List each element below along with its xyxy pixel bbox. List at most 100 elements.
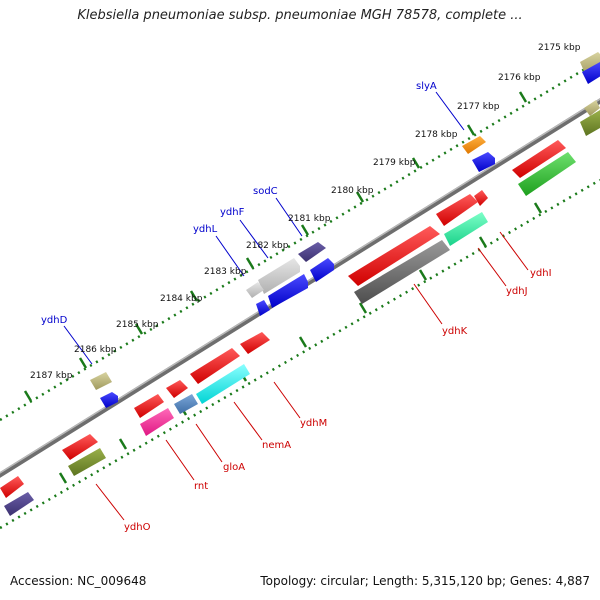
gene-feature[interactable] [348,226,440,286]
gene-label-rnt[interactable]: rnt [194,481,208,492]
tick-label: 2178 kbp [415,130,458,140]
gene-feature[interactable] [472,152,495,172]
gene-feature[interactable] [580,110,600,136]
outer-gene-labels: slyA sodC ydhF ydhL ydhD [41,81,437,326]
tick-label: 2181 kbp [288,214,331,224]
tick-mark [78,357,88,369]
tick-label: 2185 kbp [116,320,159,330]
outer-scale-track [0,58,600,422]
tick-mark [418,269,428,281]
gene-feature[interactable] [240,332,270,354]
gene-feature[interactable] [582,62,600,84]
gene-feature[interactable] [256,300,270,316]
tick-label: 2176 kbp [498,73,541,83]
gene-feature[interactable] [462,136,486,154]
outer-features [90,52,600,408]
leader-line [435,91,465,131]
gene-feature[interactable] [512,140,566,178]
tick-mark [58,472,68,484]
tick-mark [300,224,310,236]
gene-feature[interactable] [196,364,250,404]
leader-line [413,283,443,325]
gene-feature[interactable] [518,152,576,196]
leader-line [273,381,301,419]
tick-label: 2182 kbp [246,241,289,251]
leader-line [275,197,303,237]
tick-mark [466,124,476,136]
tick-mark [478,236,488,248]
inner-label-leaders [95,231,529,521]
leader-line [95,483,125,521]
gene-label-ydhJ[interactable]: ydhJ [506,286,528,297]
gene-feature[interactable] [190,348,240,384]
tick-mark [118,438,128,450]
gene-label-ydhL[interactable]: ydhL [193,224,218,235]
tick-label: 2179 kbp [373,158,416,168]
gene-label-slyA[interactable]: slyA [416,81,437,92]
gene-feature[interactable] [166,380,188,398]
gene-label-ydhF[interactable]: ydhF [220,207,245,218]
tick-mark [134,323,144,335]
leader-line [239,219,269,259]
gene-feature[interactable] [134,394,164,418]
tick-label: 2180 kbp [331,186,374,196]
tick-label: 2187 kbp [30,371,73,381]
tick-mark [411,157,421,169]
gene-feature[interactable] [298,242,326,262]
leader-line [477,247,507,287]
tick-mark [23,390,33,402]
map-title: Klebsiella pneumoniae subsp. pneumoniae … [77,8,523,23]
tick-mark [358,302,368,314]
tick-label: 2186 kbp [74,345,117,355]
gene-feature[interactable] [0,476,24,498]
leader-line [63,325,93,365]
gene-label-ydhD[interactable]: ydhD [41,315,68,326]
gene-feature[interactable] [140,408,174,436]
gene-feature[interactable] [174,394,198,414]
inner-gene-labels: ydhI ydhJ ydhK ydhM nemA gloA rnt ydhO [124,268,552,533]
gene-feature[interactable] [4,492,34,516]
gene-label-ydhI[interactable]: ydhI [530,268,552,279]
leader-line [165,439,195,481]
gene-feature[interactable] [584,100,600,116]
gene-feature[interactable] [258,258,300,294]
gene-label-gloA[interactable]: gloA [223,462,245,473]
leader-line [233,401,263,441]
gene-feature[interactable] [62,434,98,460]
inner-tick-marks [58,202,543,484]
tick-mark [245,257,255,269]
tick-label: 2177 kbp [457,102,500,112]
accession-text: Accession: NC_009648 [10,574,147,588]
tick-mark [298,336,308,348]
gene-feature[interactable] [474,190,488,206]
leader-line [195,423,223,463]
gene-feature[interactable] [436,194,478,226]
gene-label-ydhM[interactable]: ydhM [300,418,327,429]
gene-label-ydhK[interactable]: ydhK [442,326,468,337]
gene-feature[interactable] [444,212,488,246]
genome-summary-text: Topology: circular; Length: 5,315,120 bp… [260,574,590,588]
inner-features [0,100,600,516]
tick-mark [518,91,528,103]
gene-feature[interactable] [68,448,106,476]
tick-mark [533,202,543,214]
tick-mark [189,290,199,302]
leader-line [499,231,529,271]
tick-mark [355,191,365,203]
outer-label-leaders [63,91,465,365]
leader-line [215,235,245,277]
gene-feature[interactable] [310,258,334,282]
gene-label-nemA[interactable]: nemA [262,440,291,451]
tick-label: 2175 kbp [538,43,581,53]
tick-label: 2184 kbp [160,294,203,304]
scale-tick-labels: 2175 kbp 2176 kbp 2177 kbp 2178 kbp 2179… [30,43,581,381]
tick-label: 2183 kbp [204,267,247,277]
gene-label-ydhO[interactable]: ydhO [124,522,151,533]
gene-feature[interactable] [354,240,450,304]
gene-feature[interactable] [246,282,264,298]
gene-feature[interactable] [100,392,118,408]
gene-feature[interactable] [90,372,112,390]
gene-label-sodC[interactable]: sodC [253,186,278,197]
gene-feature[interactable] [268,274,308,308]
